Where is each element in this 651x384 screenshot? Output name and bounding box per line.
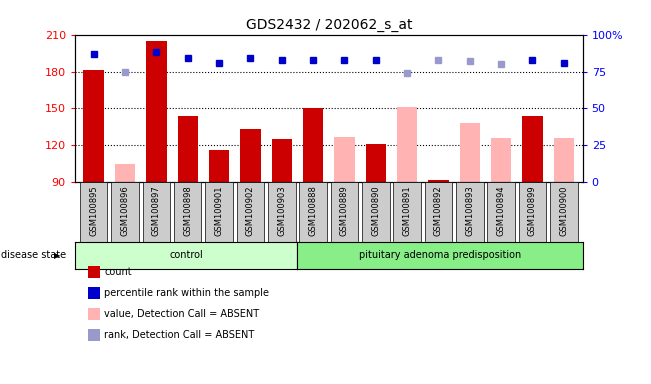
Text: GSM100900: GSM100900 xyxy=(559,185,568,236)
Text: GSM100892: GSM100892 xyxy=(434,185,443,236)
Bar xyxy=(299,182,327,242)
Text: GSM100898: GSM100898 xyxy=(183,185,192,236)
Bar xyxy=(178,116,198,182)
Text: rank, Detection Call = ABSENT: rank, Detection Call = ABSENT xyxy=(104,330,255,340)
Bar xyxy=(519,182,546,242)
Text: GSM100902: GSM100902 xyxy=(246,185,255,236)
Bar xyxy=(83,70,104,182)
Text: GSM100896: GSM100896 xyxy=(120,185,130,236)
Bar xyxy=(174,182,202,242)
Text: percentile rank within the sample: percentile rank within the sample xyxy=(104,288,269,298)
Text: GSM100891: GSM100891 xyxy=(402,185,411,236)
Text: GSM100888: GSM100888 xyxy=(309,185,318,236)
Text: GSM100895: GSM100895 xyxy=(89,185,98,236)
Bar xyxy=(303,109,324,182)
Bar xyxy=(143,182,170,242)
Bar xyxy=(488,182,515,242)
Bar xyxy=(240,129,260,182)
Bar xyxy=(146,41,167,182)
Text: control: control xyxy=(169,250,203,260)
Bar xyxy=(428,180,449,182)
Bar xyxy=(236,182,264,242)
Text: disease state: disease state xyxy=(1,250,66,260)
Text: GSM100894: GSM100894 xyxy=(497,185,506,236)
Bar xyxy=(397,107,417,182)
Bar xyxy=(334,137,355,182)
Bar xyxy=(111,182,139,242)
Bar xyxy=(115,164,135,182)
Text: ▶: ▶ xyxy=(54,251,61,260)
Bar xyxy=(205,182,233,242)
Text: pituitary adenoma predisposition: pituitary adenoma predisposition xyxy=(359,250,521,260)
Text: count: count xyxy=(104,267,132,277)
Bar xyxy=(553,138,574,182)
Bar xyxy=(393,182,421,242)
Bar xyxy=(424,182,452,242)
Text: GSM100893: GSM100893 xyxy=(465,185,475,236)
Text: GSM100903: GSM100903 xyxy=(277,185,286,236)
Text: GSM100890: GSM100890 xyxy=(371,185,380,236)
Text: GSM100899: GSM100899 xyxy=(528,185,537,236)
Bar xyxy=(80,182,107,242)
Bar xyxy=(460,123,480,182)
Text: GSM100889: GSM100889 xyxy=(340,185,349,236)
Text: value, Detection Call = ABSENT: value, Detection Call = ABSENT xyxy=(104,309,259,319)
Bar xyxy=(491,138,511,182)
Bar xyxy=(331,182,358,242)
Bar xyxy=(550,182,577,242)
Bar xyxy=(522,116,543,182)
Bar xyxy=(366,144,386,182)
Bar xyxy=(271,139,292,182)
Bar xyxy=(456,182,484,242)
Title: GDS2432 / 202062_s_at: GDS2432 / 202062_s_at xyxy=(245,18,412,32)
Text: GSM100901: GSM100901 xyxy=(215,185,223,236)
Bar xyxy=(209,151,229,182)
Bar xyxy=(362,182,389,242)
Text: GSM100897: GSM100897 xyxy=(152,185,161,236)
Bar xyxy=(268,182,296,242)
